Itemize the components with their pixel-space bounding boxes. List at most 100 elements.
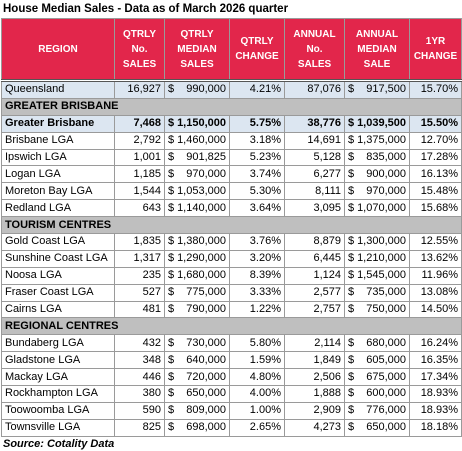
currency-symbol: $ xyxy=(348,370,355,383)
cell: 5.23% xyxy=(229,148,285,167)
cell: 16.24% xyxy=(409,334,462,353)
region-cell: Fraser Coast LGA xyxy=(1,283,115,302)
region-cell: Redland LGA xyxy=(1,199,115,218)
cell: 6,445 xyxy=(284,249,345,268)
cell: 1,888 xyxy=(284,385,345,403)
currency-symbol: $ xyxy=(348,421,355,434)
cell: $640,000 xyxy=(164,351,230,370)
table-title: House Median Sales - Data as of March 20… xyxy=(3,3,289,15)
table-row: Brisbane LGA 2,792 $1,460,000 3.18% 14,691 $1… xyxy=(1,131,462,150)
region-cell: Mackay LGA xyxy=(1,368,115,387)
cell: 6,277 xyxy=(284,165,345,184)
currency-symbol: $ xyxy=(348,269,355,282)
cell: $735,000 xyxy=(344,283,410,302)
cell: $750,000 xyxy=(344,300,410,319)
section-row: GREATER BRISBANE xyxy=(1,97,462,116)
cell: 380 xyxy=(114,385,165,403)
table-body: Queensland 16,927 $990,000 4.21% 87,076 $917,… xyxy=(1,79,462,437)
cell-value: 600,000 xyxy=(366,387,406,400)
cell: $790,000 xyxy=(164,300,230,319)
cell-value: 1,460,000 xyxy=(177,134,226,147)
cell-value: 835,000 xyxy=(366,151,406,163)
source-note: Source: Cotality Data xyxy=(3,437,115,450)
cell: $600,000 xyxy=(344,385,410,403)
cell-value: 698,000 xyxy=(186,421,226,434)
cell: 12.55% xyxy=(409,233,462,251)
cell: 3.33% xyxy=(229,283,285,302)
table-row: Fraser Coast LGA 527 $775,000 3.33% 2,577 $73… xyxy=(1,283,462,302)
cell: 1,185 xyxy=(114,165,165,184)
table-row: Toowoomba LGA 590 $809,000 1.00% 2,909 $776,0… xyxy=(1,401,462,420)
header-cell: ANNUAL MEDIAN SALE xyxy=(344,18,410,81)
region-cell: Ipswich LGA xyxy=(1,148,115,167)
header-row: REGION QTRLY No. SALES QTRLY MEDIAN SALES Q… xyxy=(1,18,462,81)
cell: 481 xyxy=(114,300,165,319)
cell: $1,070,000 xyxy=(344,199,410,218)
cell: 12.70% xyxy=(409,131,462,150)
section-row: TOURISM CENTRES xyxy=(1,216,462,235)
cell: $1,545,000 xyxy=(344,266,410,285)
table-row: Noosa LGA 235 $1,680,000 8.39% 1,124 $1,545,0… xyxy=(1,266,462,285)
cell: 38,776 xyxy=(284,114,345,133)
cell-value: 790,000 xyxy=(186,303,226,316)
cell-value: 776,000 xyxy=(366,404,406,417)
cell: 2,577 xyxy=(284,283,345,302)
cell-value: 1,150,000 xyxy=(177,117,226,130)
cell-value: 1,210,000 xyxy=(357,252,406,265)
currency-symbol: $ xyxy=(348,134,355,147)
sales-table: REGION QTRLY No. SALES QTRLY MEDIAN SALES Q… xyxy=(1,18,462,437)
cell-value: 917,500 xyxy=(366,83,406,96)
region-cell: Logan LGA xyxy=(1,165,115,184)
cell-value: 1,070,000 xyxy=(357,201,406,214)
cell: $990,000 xyxy=(164,79,230,99)
currency-symbol: $ xyxy=(168,151,175,163)
currency-symbol: $ xyxy=(168,83,175,96)
currency-symbol: $ xyxy=(348,167,355,180)
cell-value: 1,375,000 xyxy=(357,134,406,147)
table-row: Gold Coast LGA 1,835 $1,380,000 3.76% 8,879 $… xyxy=(1,233,462,251)
cell-value: 640,000 xyxy=(186,353,226,366)
table-row: Gladstone LGA 348 $640,000 1.59% 1,849 $605,0… xyxy=(1,351,462,370)
currency-symbol: $ xyxy=(348,184,355,197)
region-cell: Greater Brisbane xyxy=(1,114,115,133)
cell: $970,000 xyxy=(344,182,410,201)
cell: $680,000 xyxy=(344,334,410,353)
cell: $720,000 xyxy=(164,368,230,387)
cell-value: 1,039,500 xyxy=(357,117,406,130)
cell: 432 xyxy=(114,334,165,353)
cell: $775,000 xyxy=(164,283,230,302)
cell: 18.18% xyxy=(409,418,462,437)
cell: 17.34% xyxy=(409,368,462,387)
cell: $1,680,000 xyxy=(164,266,230,285)
cell: 7,468 xyxy=(114,114,165,133)
cell: 1.59% xyxy=(229,351,285,370)
cell-value: 970,000 xyxy=(366,184,406,197)
table-row: Logan LGA 1,185 $970,000 3.74% 6,277 $900,000… xyxy=(1,165,462,184)
cell-value: 970,000 xyxy=(186,167,226,180)
cell: 8.39% xyxy=(229,266,285,285)
cell: 1,849 xyxy=(284,351,345,370)
cell: 87,076 xyxy=(284,79,345,99)
table-row: Ipswich LGA 1,001 $901,825 5.23% 5,128 $835,0… xyxy=(1,148,462,167)
section-row: REGIONAL CENTRES xyxy=(1,317,462,336)
currency-symbol: $ xyxy=(348,303,355,316)
cell-value: 900,000 xyxy=(366,167,406,180)
cell-value: 1,053,000 xyxy=(177,184,226,197)
header-cell: QTRLY No. SALES xyxy=(114,18,165,81)
cell: 16,927 xyxy=(114,79,165,99)
currency-symbol: $ xyxy=(168,286,175,299)
table-row: Greater Brisbane 7,468 $1,150,000 5.75% 38,7… xyxy=(1,114,462,133)
region-cell: Cairns LGA xyxy=(1,300,115,319)
header-cell: ANNUAL No. SALES xyxy=(284,18,345,81)
cell: 3.76% xyxy=(229,233,285,251)
currency-symbol: $ xyxy=(168,336,175,349)
currency-symbol: $ xyxy=(168,252,175,265)
currency-symbol: $ xyxy=(348,404,355,417)
currency-symbol: $ xyxy=(348,151,355,163)
cell: 2,909 xyxy=(284,401,345,420)
cell: 3.74% xyxy=(229,165,285,184)
cell: $900,000 xyxy=(344,165,410,184)
cell: 2.65% xyxy=(229,418,285,437)
cell: 5.75% xyxy=(229,114,285,133)
cell: 1,001 xyxy=(114,148,165,167)
